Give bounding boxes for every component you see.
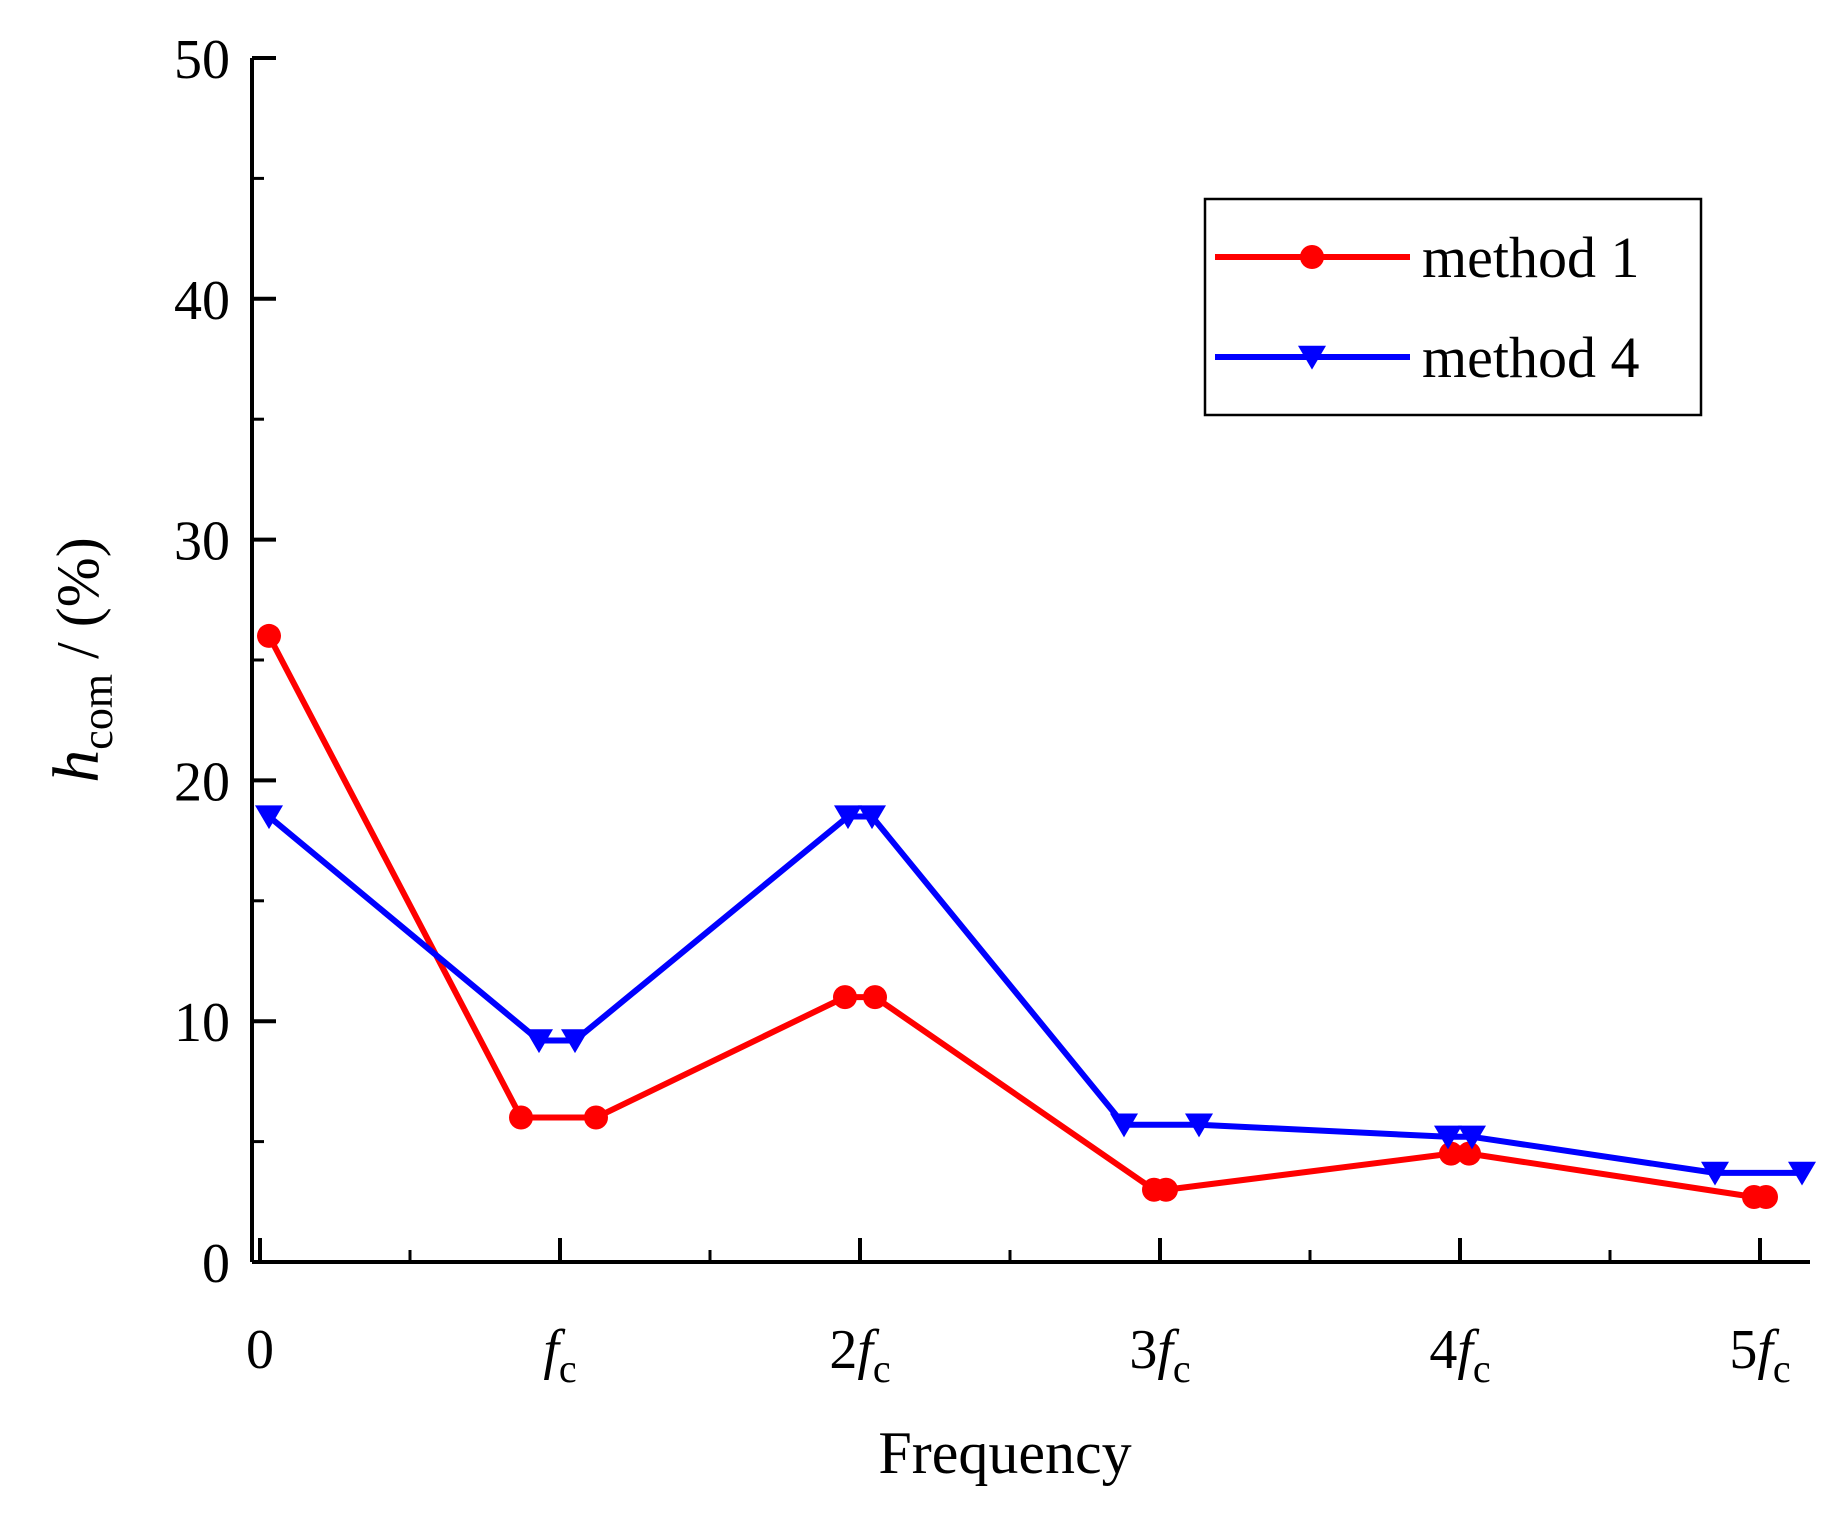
plot-series-layer bbox=[255, 623, 1816, 1209]
x-tick-label: 3fc bbox=[1129, 1319, 1190, 1391]
x-tick-sub: c bbox=[1773, 1346, 1791, 1391]
y-axis-title-main: h bbox=[40, 750, 113, 783]
series-method-4 bbox=[255, 805, 1816, 1186]
data-point-triangle-down bbox=[834, 805, 862, 830]
legend-items: method 1 method 4 bbox=[1215, 225, 1639, 390]
data-point-circle bbox=[1439, 1141, 1463, 1166]
legend-box bbox=[1203, 197, 1703, 417]
data-point-triangle-down bbox=[561, 1029, 589, 1054]
data-point-triangle-down bbox=[255, 805, 283, 830]
y-tick-label: 20 bbox=[174, 751, 230, 813]
legend-marker bbox=[1298, 345, 1326, 370]
y-tick-label: 0 bbox=[202, 1233, 230, 1295]
x-tick-label: 4fc bbox=[1429, 1319, 1490, 1391]
data-point-triangle-down bbox=[1788, 1161, 1816, 1186]
y-axis-title-sub: com bbox=[73, 674, 122, 750]
y-tick-label: 30 bbox=[174, 511, 230, 573]
x-axis-title: Frequency bbox=[878, 1420, 1131, 1486]
legend-item-2: method 4 bbox=[1215, 325, 1639, 390]
y-tick-label: 50 bbox=[174, 29, 230, 91]
x-ticks: 0 fc 2fc 3fc 4fc 5fc bbox=[246, 1238, 1791, 1391]
data-point-circle bbox=[509, 1105, 533, 1130]
y-tick-label: 10 bbox=[174, 992, 230, 1054]
legend-label: method 4 bbox=[1422, 325, 1639, 390]
x-tick-label: 0 bbox=[246, 1319, 274, 1381]
x-tick-coef: 3 bbox=[1129, 1319, 1157, 1381]
series-line bbox=[266, 634, 1766, 1200]
data-point-circle bbox=[863, 985, 887, 1010]
data-point-circle bbox=[1154, 1177, 1178, 1202]
data-point-triangle-down bbox=[858, 805, 886, 830]
y-tick-label: 40 bbox=[174, 270, 230, 332]
x-tick-sub: c bbox=[873, 1346, 891, 1391]
x-tick-sub: c bbox=[1473, 1346, 1491, 1391]
legend-item-1: method 1 bbox=[1215, 225, 1639, 290]
y-axis-title: hcom / (%) bbox=[40, 537, 122, 782]
x-tick-coef: 2 bbox=[829, 1319, 857, 1381]
x-tick-label: fc bbox=[543, 1319, 576, 1391]
x-tick-label: 2fc bbox=[829, 1319, 890, 1391]
data-point-circle bbox=[1457, 1141, 1481, 1166]
x-tick-sub: c bbox=[559, 1346, 577, 1391]
series-method-1 bbox=[257, 623, 1778, 1209]
x-tick-sub: c bbox=[1173, 1346, 1191, 1391]
x-tick-coef: 0 bbox=[246, 1319, 274, 1381]
y-ticks: 0 10 20 30 40 50 bbox=[174, 29, 276, 1295]
x-tick-coef: 5 bbox=[1729, 1319, 1757, 1381]
data-point-triangle-down bbox=[1434, 1125, 1462, 1150]
x-tick-label: 5fc bbox=[1729, 1319, 1790, 1391]
data-point-circle bbox=[833, 985, 857, 1010]
legend-label: method 1 bbox=[1422, 225, 1639, 290]
data-point-triangle-down bbox=[1185, 1113, 1213, 1138]
series-line bbox=[267, 813, 1802, 1176]
legend: method 1 method 4 bbox=[1203, 197, 1703, 417]
legend-marker bbox=[1300, 245, 1324, 269]
data-point-triangle-down bbox=[525, 1029, 553, 1054]
data-point-circle bbox=[1754, 1184, 1778, 1209]
data-point-triangle-down bbox=[1110, 1113, 1138, 1138]
x-tick-coef: 4 bbox=[1429, 1319, 1457, 1381]
y-axis-title-suffix: / (%) bbox=[45, 537, 111, 674]
data-point-circle bbox=[584, 1105, 608, 1130]
data-point-circle bbox=[257, 623, 281, 648]
data-point-triangle-down bbox=[1458, 1125, 1486, 1150]
data-point-triangle-down bbox=[1701, 1161, 1729, 1186]
